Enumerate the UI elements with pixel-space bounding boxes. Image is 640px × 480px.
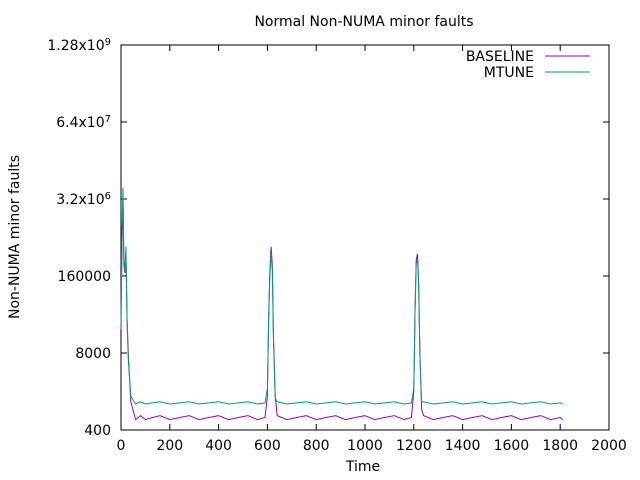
- x-tick-label: 800: [303, 438, 330, 454]
- x-axis-ticks: 0 200 400 600 800 1000 1200 1400 1600 1800 2000: [117, 45, 627, 454]
- y-tick-label: 1.28x109: [47, 37, 111, 55]
- x-tick-label: 600: [254, 438, 281, 454]
- series-layer: [120, 187, 563, 421]
- y-tick-label: 6.4x107: [56, 114, 111, 132]
- series-line-baseline: [120, 200, 563, 421]
- x-tick-label: 1200: [396, 438, 432, 454]
- chart-title: Normal Non-NUMA minor faults: [254, 14, 473, 30]
- x-tick-label: 400: [205, 438, 232, 454]
- y-axis-ticks: 400 8000 160000 3.2x106 6.4x107 1.28x109: [47, 37, 609, 439]
- x-axis-label: Time: [345, 459, 380, 475]
- y-tick-label: 160000: [58, 269, 111, 285]
- x-tick-label: 200: [156, 438, 183, 454]
- x-tick-label: 1800: [542, 438, 578, 454]
- x-tick-label: 1600: [494, 438, 530, 454]
- y-axis-label: Non-NUMA minor faults: [7, 155, 23, 319]
- x-tick-label: 0: [117, 438, 126, 454]
- y-tick-label: 400: [84, 423, 111, 439]
- legend: BASELINE MTUNE: [466, 49, 590, 81]
- series-line-mtune: [120, 187, 563, 405]
- plot-area-border: [120, 44, 610, 431]
- y-tick-label: 8000: [75, 346, 111, 362]
- legend-label-mtune: MTUNE: [484, 65, 534, 81]
- y-tick-label: 3.2x106: [56, 191, 111, 209]
- x-tick-label: 1000: [347, 438, 383, 454]
- x-tick-label: 2000: [591, 438, 627, 454]
- legend-label-baseline: BASELINE: [466, 49, 534, 65]
- x-tick-label: 1400: [445, 438, 481, 454]
